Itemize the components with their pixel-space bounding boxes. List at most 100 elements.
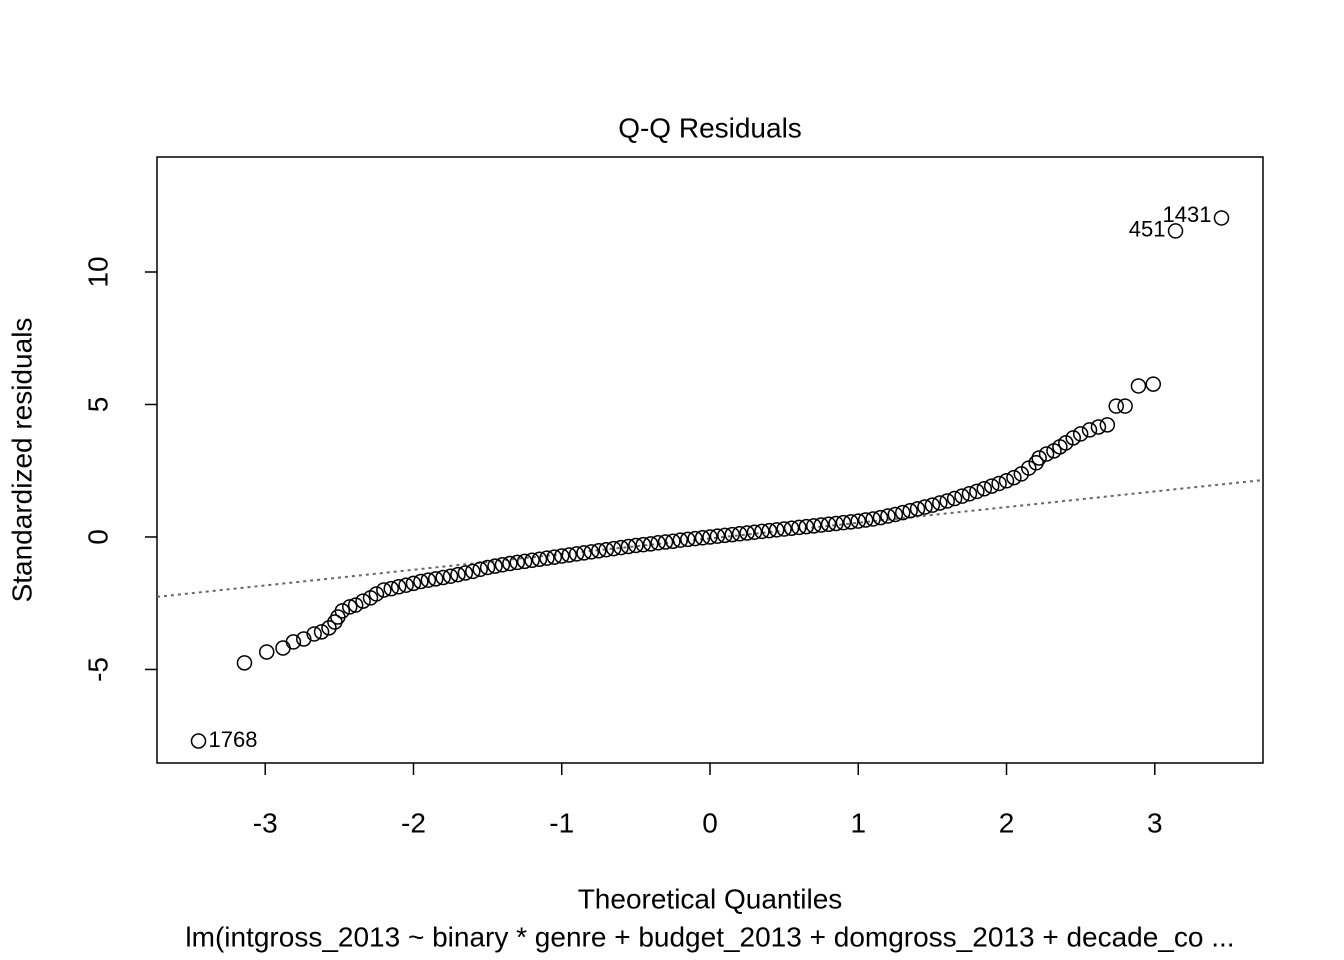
x-tick-label: 0 bbox=[702, 807, 718, 838]
point bbox=[909, 501, 926, 517]
point bbox=[524, 552, 540, 569]
point bbox=[961, 486, 978, 502]
point bbox=[642, 536, 659, 552]
point bbox=[850, 513, 867, 529]
point bbox=[347, 597, 364, 613]
point bbox=[628, 537, 644, 554]
point bbox=[376, 582, 392, 598]
point bbox=[783, 520, 800, 536]
x-tick-label: 3 bbox=[1147, 807, 1163, 838]
point bbox=[946, 490, 963, 507]
point bbox=[731, 526, 748, 542]
plot-frame bbox=[156, 156, 1264, 764]
point bbox=[561, 547, 577, 563]
point bbox=[546, 549, 563, 565]
point bbox=[887, 506, 904, 523]
point bbox=[1108, 398, 1124, 414]
point bbox=[939, 493, 955, 509]
y-tick-label: 0 bbox=[82, 529, 113, 545]
subtitle: lm(intgross_2013 ~ binary * genre + budg… bbox=[185, 921, 1234, 952]
point bbox=[516, 553, 533, 570]
point bbox=[413, 573, 429, 590]
point bbox=[828, 515, 844, 532]
qq-line bbox=[156, 479, 1264, 598]
y-tick-label: 5 bbox=[82, 397, 113, 413]
point bbox=[487, 558, 503, 574]
y-tick-label: -5 bbox=[82, 657, 113, 682]
point bbox=[450, 566, 466, 583]
point bbox=[368, 586, 385, 602]
point bbox=[355, 593, 371, 609]
x-axis-label: Theoretical Quantiles bbox=[578, 883, 843, 914]
point bbox=[502, 555, 518, 572]
point bbox=[605, 540, 622, 557]
point bbox=[1028, 455, 1044, 471]
point bbox=[672, 532, 689, 548]
point bbox=[1081, 422, 1098, 438]
point bbox=[1099, 417, 1116, 433]
point-annotation: 1768 bbox=[209, 727, 258, 752]
point bbox=[709, 528, 726, 544]
point bbox=[531, 551, 548, 567]
point bbox=[553, 548, 570, 564]
point bbox=[598, 541, 614, 558]
y-tick-label: 10 bbox=[82, 256, 113, 287]
point bbox=[1065, 430, 1081, 446]
point bbox=[1031, 450, 1047, 466]
point-annotation: 1431 bbox=[1163, 202, 1212, 227]
point bbox=[383, 580, 399, 597]
point bbox=[983, 478, 1000, 494]
point bbox=[613, 539, 629, 556]
point bbox=[568, 546, 585, 562]
point bbox=[427, 571, 444, 587]
point bbox=[1213, 210, 1230, 226]
x-tick-label: 2 bbox=[999, 807, 1015, 838]
point bbox=[275, 640, 291, 656]
point bbox=[791, 519, 807, 536]
point bbox=[190, 733, 207, 749]
point bbox=[1117, 398, 1133, 414]
point bbox=[341, 599, 358, 615]
point bbox=[1090, 419, 1107, 435]
point bbox=[390, 579, 407, 595]
point bbox=[843, 514, 859, 530]
point bbox=[835, 514, 852, 531]
point bbox=[880, 508, 896, 524]
point bbox=[306, 626, 322, 642]
point bbox=[509, 554, 526, 571]
point bbox=[998, 473, 1015, 489]
point bbox=[768, 522, 785, 538]
point bbox=[1167, 223, 1184, 239]
point bbox=[465, 563, 481, 580]
point bbox=[680, 531, 696, 548]
point bbox=[694, 530, 711, 546]
point bbox=[1130, 378, 1147, 394]
point bbox=[472, 561, 488, 578]
point bbox=[479, 559, 496, 576]
point bbox=[813, 517, 829, 533]
x-tick-label: -1 bbox=[549, 807, 574, 838]
point bbox=[932, 495, 948, 511]
point bbox=[650, 535, 666, 551]
point bbox=[820, 516, 837, 533]
point bbox=[539, 550, 555, 566]
point bbox=[313, 624, 330, 640]
point bbox=[902, 502, 918, 519]
point bbox=[776, 521, 792, 537]
point bbox=[420, 572, 437, 588]
point bbox=[761, 522, 778, 539]
point bbox=[576, 545, 592, 561]
point bbox=[924, 497, 941, 513]
point bbox=[635, 536, 652, 553]
point bbox=[702, 529, 718, 545]
point bbox=[1006, 469, 1022, 486]
point bbox=[739, 525, 755, 541]
point bbox=[1145, 376, 1162, 392]
point bbox=[321, 620, 337, 636]
point bbox=[620, 538, 637, 555]
point bbox=[717, 527, 733, 544]
point bbox=[1038, 446, 1055, 462]
point-annotation: 451 bbox=[1129, 217, 1166, 242]
point bbox=[435, 569, 451, 586]
